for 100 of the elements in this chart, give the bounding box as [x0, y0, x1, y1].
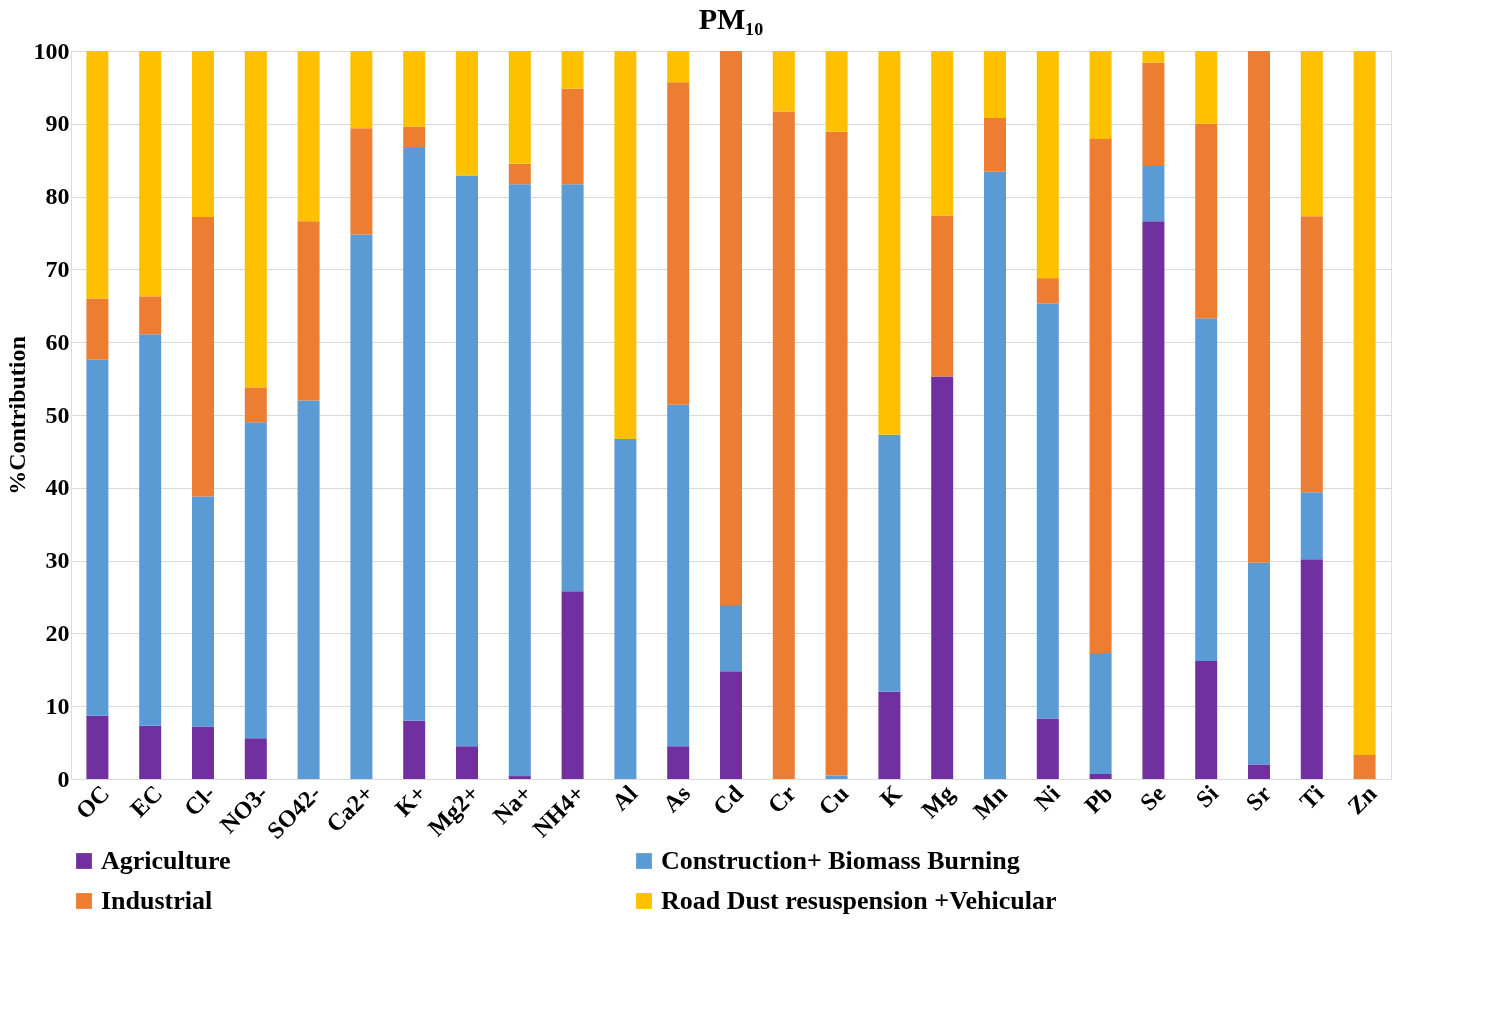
bar — [1036, 278, 1059, 304]
x-tick-label: Cl- — [178, 780, 220, 822]
legend-label: Construction+ Biomass Burning — [661, 846, 1020, 875]
bar — [1195, 661, 1218, 779]
bar — [139, 296, 162, 335]
bar — [825, 131, 848, 776]
bar — [825, 775, 848, 779]
x-tick-label: Si — [1190, 779, 1224, 813]
bar — [244, 738, 267, 779]
bar — [1195, 318, 1218, 662]
bar — [667, 51, 690, 83]
bar — [772, 111, 795, 779]
bar — [1300, 492, 1323, 560]
bar — [508, 51, 531, 164]
x-tick-label: As — [657, 780, 696, 818]
bar — [720, 671, 742, 779]
bar — [1248, 51, 1270, 563]
bar — [878, 51, 901, 435]
bar — [403, 147, 426, 721]
bar — [297, 221, 320, 401]
x-tick-label: Ti — [1294, 779, 1329, 815]
bar — [456, 175, 478, 747]
legend-label: Agriculture — [101, 846, 231, 875]
y-tick-label: 60 — [45, 328, 70, 355]
bar — [456, 51, 478, 176]
x-tick-label: Cu — [813, 780, 854, 821]
bar — [1089, 139, 1112, 654]
y-axis-title: %Contribution — [3, 336, 30, 495]
bar — [720, 51, 742, 606]
bar — [139, 334, 162, 726]
x-tick-label: K+ — [389, 780, 432, 822]
bar — [561, 88, 584, 185]
bar — [561, 51, 584, 89]
bar — [192, 726, 214, 779]
bar — [825, 51, 848, 132]
bar — [931, 51, 954, 216]
bar — [86, 359, 109, 716]
bar — [297, 400, 320, 779]
bar — [139, 51, 162, 297]
x-tick-label: Sr — [1240, 779, 1277, 816]
bar — [192, 216, 214, 497]
bar — [192, 496, 214, 727]
y-tick-label: 10 — [45, 692, 70, 719]
bar — [1248, 764, 1270, 779]
bar — [1195, 123, 1218, 319]
x-tick-label: Mg — [916, 780, 960, 823]
legend-label: Industrial — [101, 886, 213, 915]
bar — [984, 117, 1006, 172]
bar — [1195, 51, 1218, 124]
x-tick-label: OC — [70, 780, 115, 824]
bar — [561, 591, 584, 779]
bar — [86, 51, 109, 299]
bar — [1142, 62, 1165, 167]
x-tick-label: Cd — [707, 779, 749, 821]
bar — [350, 51, 373, 129]
y-tick-label: 20 — [45, 619, 70, 646]
x-tick-label: Zn — [1342, 780, 1382, 820]
y-tick-label: 40 — [45, 474, 70, 501]
x-tick-label: Pb — [1079, 780, 1118, 819]
bar — [1142, 51, 1165, 63]
bar — [139, 725, 162, 779]
bar — [614, 439, 637, 779]
bar — [86, 298, 109, 360]
bar — [508, 776, 531, 779]
bar — [931, 376, 954, 779]
bar — [1353, 754, 1376, 779]
bar — [1036, 51, 1059, 279]
y-tick-label: 80 — [45, 183, 70, 210]
bar — [1300, 51, 1323, 217]
bar — [508, 184, 531, 777]
bar — [244, 422, 267, 739]
bar — [1089, 653, 1112, 774]
bar — [984, 171, 1006, 779]
bar — [1089, 773, 1112, 779]
bar — [403, 51, 426, 127]
bar — [720, 605, 742, 672]
bar — [192, 51, 214, 217]
bar — [456, 746, 478, 779]
bar — [614, 51, 637, 440]
bar — [1300, 216, 1323, 493]
y-tick-label: 70 — [45, 255, 70, 282]
bar — [403, 720, 426, 779]
x-tick-label: K — [874, 779, 907, 812]
y-tick-label: 100 — [33, 37, 70, 64]
x-tick-label: Al — [607, 779, 643, 816]
x-tick-label: Ni — [1029, 779, 1066, 816]
bar — [1353, 51, 1376, 755]
bar — [1036, 303, 1059, 719]
bar — [772, 51, 795, 112]
legend-label: Road Dust resuspension +Vehicular — [661, 886, 1057, 915]
x-tick-label: EC — [125, 780, 168, 823]
bar — [984, 51, 1006, 118]
bar — [667, 404, 690, 747]
bar — [1248, 562, 1270, 765]
bar — [350, 234, 373, 779]
x-tick-label: Se — [1135, 779, 1171, 816]
y-tick-label: 50 — [45, 401, 70, 428]
bar — [297, 51, 320, 222]
bar — [1089, 51, 1112, 140]
bar — [931, 215, 954, 377]
